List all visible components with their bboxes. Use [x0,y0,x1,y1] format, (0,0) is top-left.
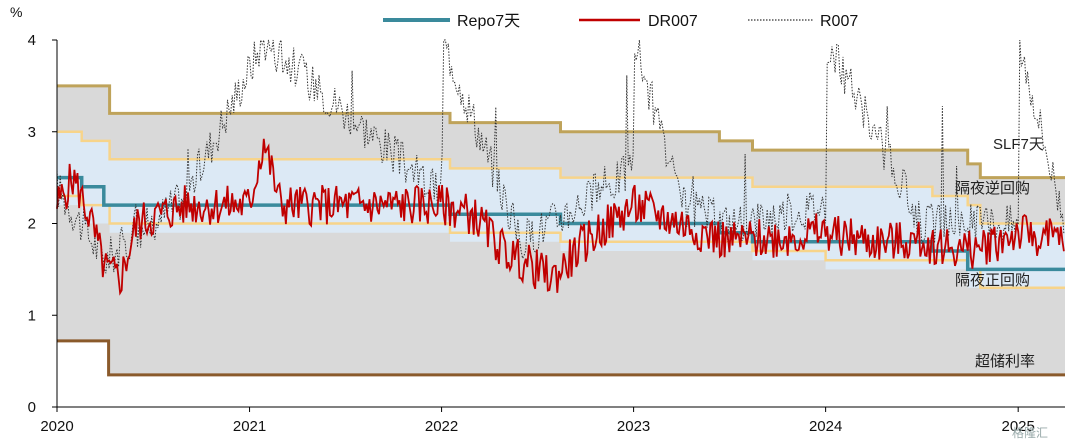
legend-label-repo: Repo7天 [457,13,520,30]
y-tick-label: 0 [28,399,36,416]
reverse-repo-line [57,130,1065,225]
y-tick-label: 2 [28,216,36,233]
x-tick-label: 2021 [233,418,266,435]
x-tick-label: 2024 [809,418,842,435]
x-tick-label: 2020 [40,418,73,435]
watermark: 格隆汇 [1012,425,1048,440]
y-tick-label: 3 [28,124,36,141]
x-ticks: 2020 2021 2022 2023 2024 2025 [40,407,1035,435]
dr007-line [56,138,1065,296]
x-tick-label: 2023 [617,418,650,435]
y-ticks: 0 1 2 3 4 [28,32,57,416]
repo7-line [57,175,1065,272]
y-tick-label: 4 [28,32,36,49]
r007-line [56,38,1065,274]
excess-reserve-line [57,339,1065,377]
x-tick-label: 2025 [1001,418,1034,435]
y-unit-label: % [10,4,22,20]
annotation-excess-reserve: 超储利率 [975,353,1035,370]
annotation-slf: SLF7天 [993,136,1044,153]
annotation-reverse-repo: 隔夜逆回购 [955,180,1030,197]
series-lines [56,38,1065,377]
legend-label-r: R007 [820,13,858,30]
y-tick-label: 1 [28,307,36,324]
corridor-inner-band [57,131,1065,288]
slf-line [57,84,1065,180]
legend: Repo7天 DR007 R007 [383,13,858,30]
legend-label-dr: DR007 [648,13,698,30]
annotation-repo: 隔夜正回购 [955,272,1030,289]
x-tick-label: 2022 [425,418,458,435]
